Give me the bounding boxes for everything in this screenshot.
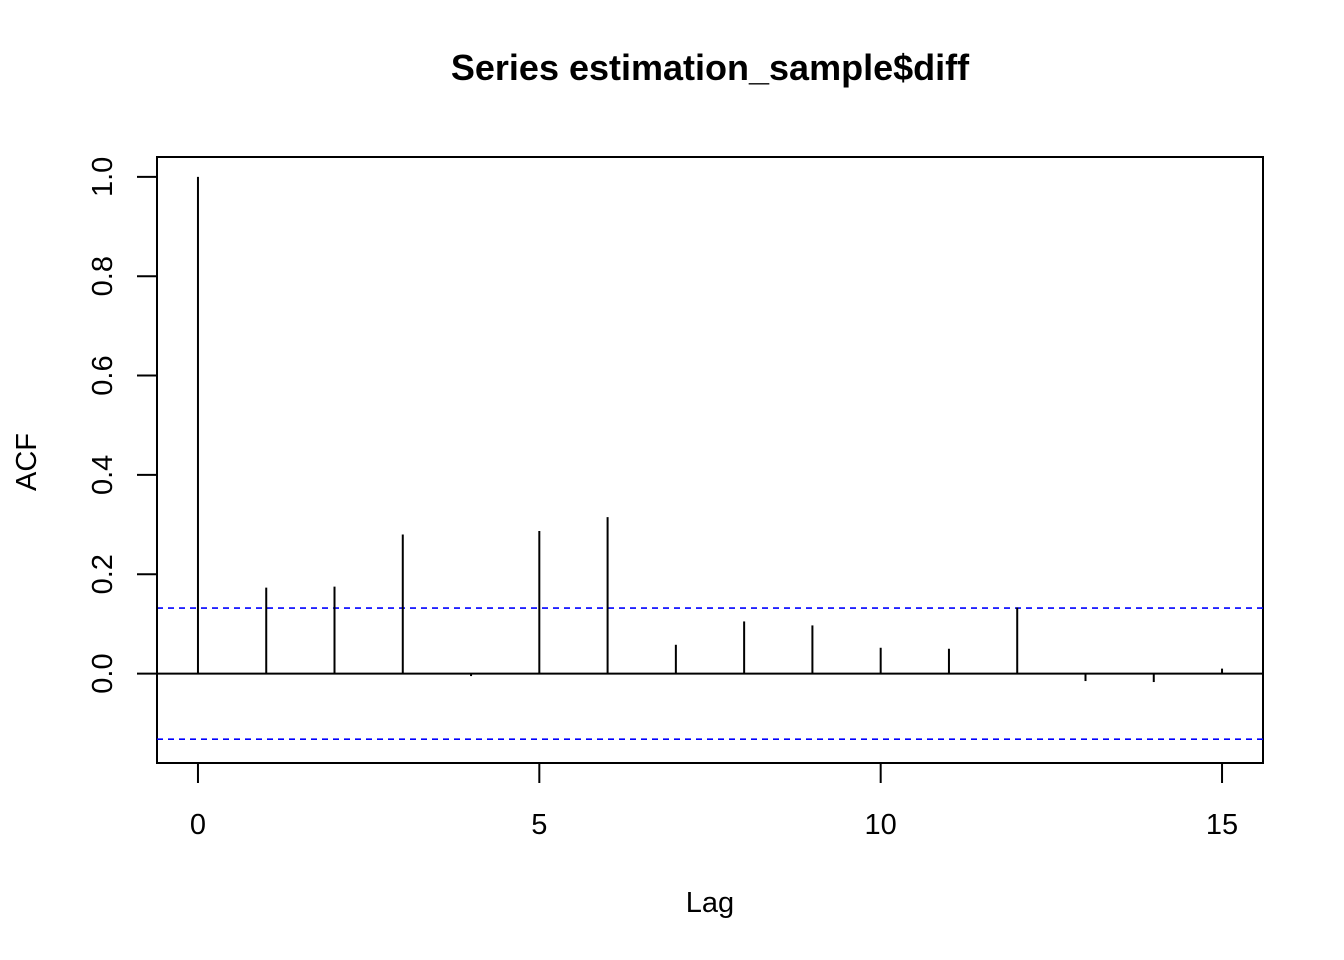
y-tick-label-0: 0.0 (87, 653, 119, 693)
y-tick-label-1: 0.2 (87, 554, 119, 594)
plot-frame (156, 156, 1264, 764)
y-tick-label-3: 0.6 (87, 355, 119, 395)
y-axis-label: ACF (11, 433, 43, 491)
chart-title: Series estimation_sample$diff (451, 47, 970, 88)
chart-marks: 0 5 10 15 0.0 0.2 0.4 0.6 0.8 1.0 (87, 157, 1263, 841)
x-tick-label-5: 5 (531, 809, 547, 841)
x-axis-label: Lag (686, 887, 734, 919)
y-tick-label-5: 1.0 (87, 157, 119, 197)
x-tick-label-0: 0 (190, 809, 206, 841)
y-tick-label-2: 0.4 (87, 455, 119, 495)
x-tick-label-15: 15 (1206, 809, 1238, 841)
y-tick-label-4: 0.8 (87, 256, 119, 296)
x-tick-label-10: 10 (865, 809, 897, 841)
